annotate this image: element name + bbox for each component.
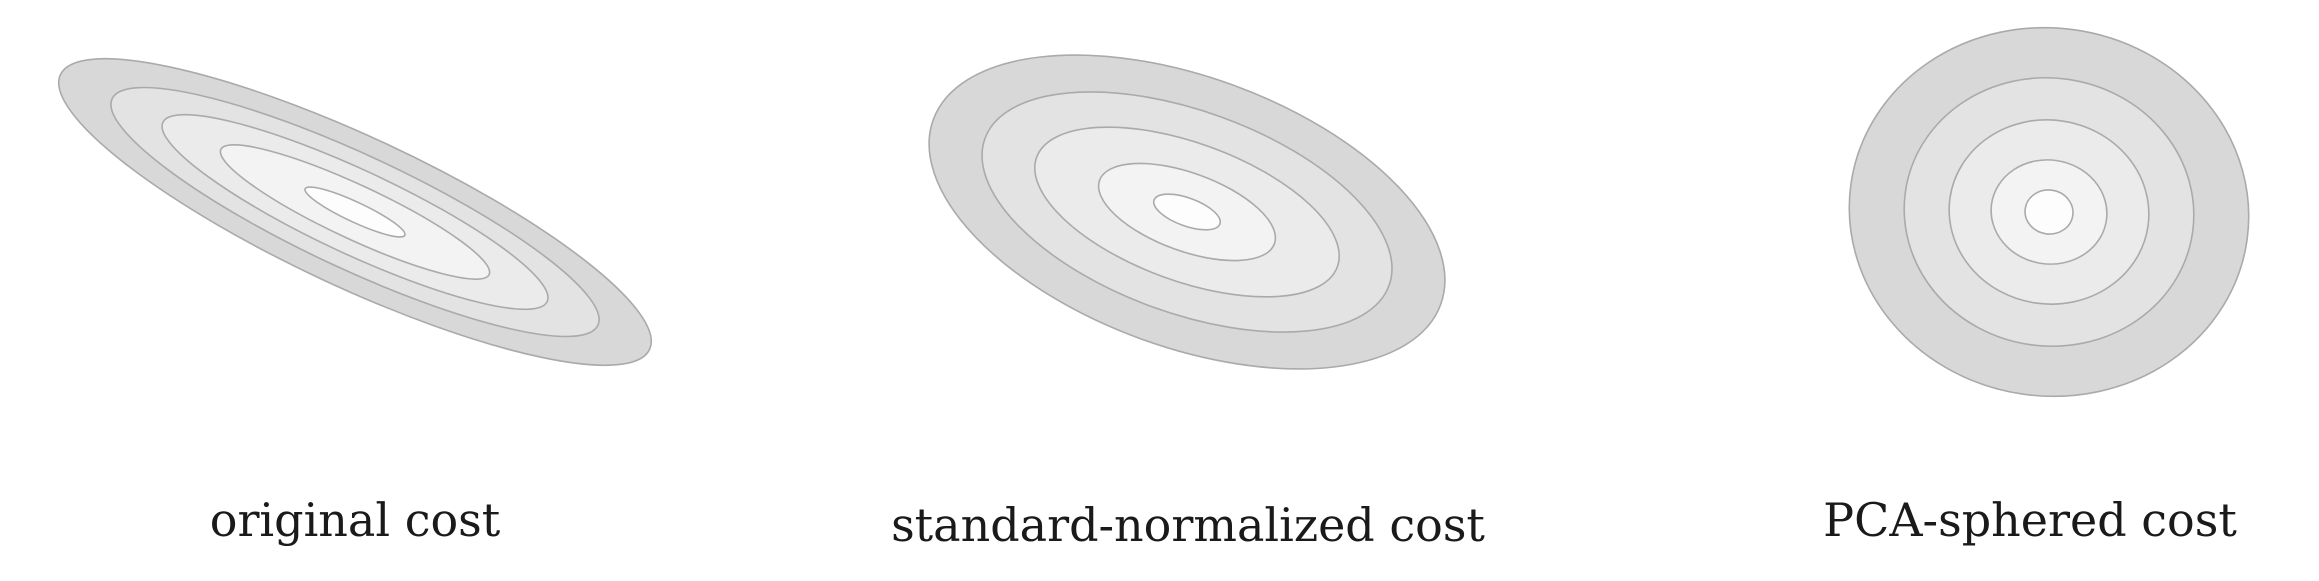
panel-pca-sphered-cost: PCA-sphered cost <box>1823 26 2250 547</box>
contour-set-original <box>57 57 653 367</box>
contour-set-pca-sphered <box>1848 26 2250 398</box>
contour-level-5 <box>2024 189 2074 235</box>
caption-pca-sphered-cost: PCA-sphered cost <box>1823 493 2237 547</box>
panel-original-cost: original cost <box>57 57 653 547</box>
caption-original-cost: original cost <box>210 493 501 547</box>
caption-standard-normalized-cost: standard-normalized cost <box>891 498 1485 552</box>
contour-level-5 <box>1152 193 1222 231</box>
contour-level-5 <box>304 186 406 238</box>
contour-set-standard-normalized <box>928 54 1446 370</box>
panel-standard-normalized-cost: standard-normalized cost <box>891 54 1485 552</box>
